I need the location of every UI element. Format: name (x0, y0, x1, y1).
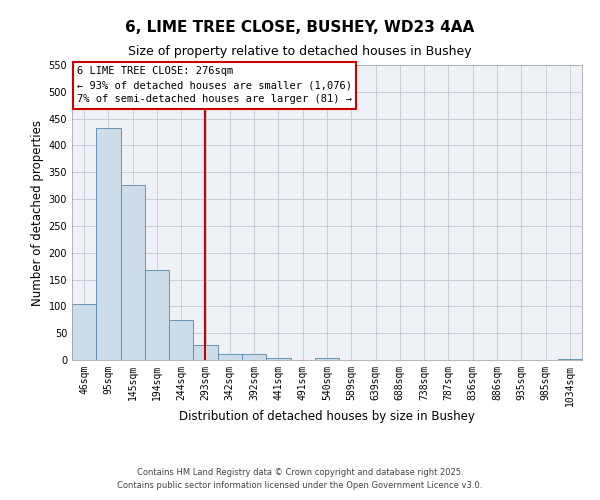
Bar (193, 345, 218, 360)
Bar (121, 185, 145, 360)
Bar (218, 354, 242, 360)
Text: Contains HM Land Registry data © Crown copyright and database right 2025.
Contai: Contains HM Land Registry data © Crown c… (118, 468, 482, 490)
X-axis label: Distribution of detached houses by size in Bushey: Distribution of detached houses by size … (179, 410, 475, 423)
Text: 6, LIME TREE CLOSE, BUSHEY, WD23 4AA: 6, LIME TREE CLOSE, BUSHEY, WD23 4AA (125, 20, 475, 35)
Bar (266, 358, 290, 360)
Bar (169, 320, 193, 360)
Y-axis label: Number of detached properties: Number of detached properties (31, 120, 44, 306)
Bar (242, 354, 266, 360)
Bar (72, 304, 96, 360)
Text: Size of property relative to detached houses in Bushey: Size of property relative to detached ho… (128, 45, 472, 58)
Bar (315, 358, 339, 360)
Text: 6 LIME TREE CLOSE: 276sqm
← 93% of detached houses are smaller (1,076)
7% of sem: 6 LIME TREE CLOSE: 276sqm ← 93% of detac… (77, 66, 352, 104)
Bar (96, 128, 121, 360)
Bar (145, 270, 169, 360)
Bar (558, 359, 582, 360)
